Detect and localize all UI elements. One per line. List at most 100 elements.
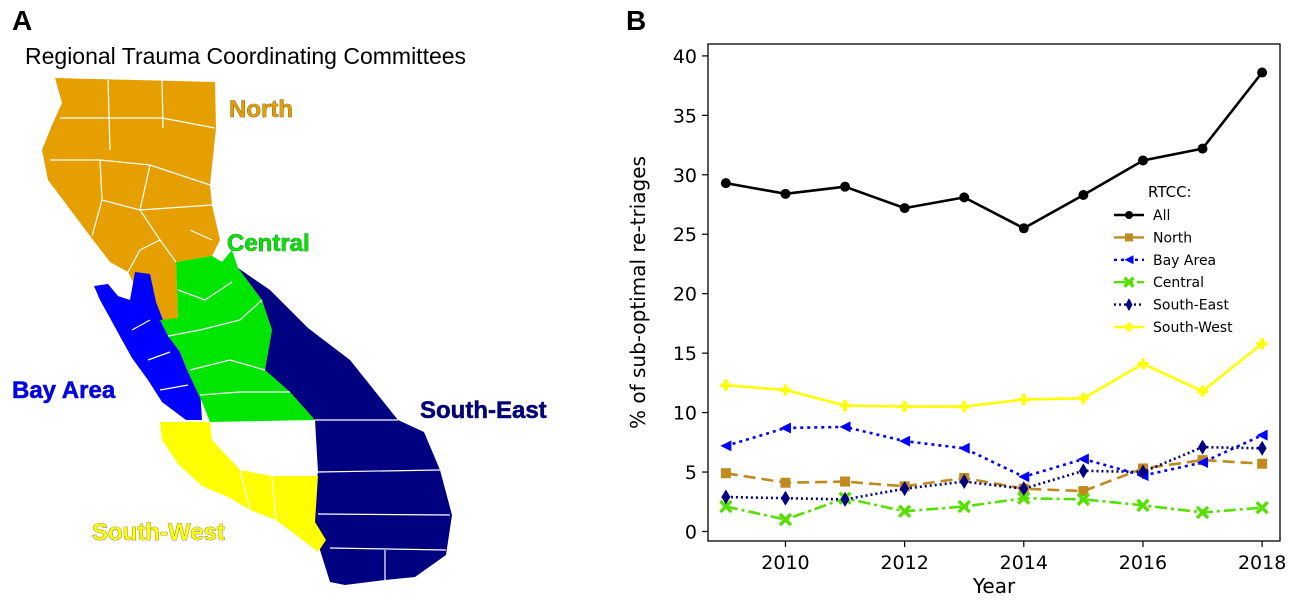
y-tick-label: 25 [673,224,697,246]
legend-marker-north [1125,233,1133,242]
data-point-central [1255,501,1269,515]
legend-title: RTCC: [1148,183,1192,201]
region-south-east [238,268,452,585]
data-point-all [899,203,910,214]
y-tick-label: 10 [673,403,697,425]
legend-entry-central: Central [1153,275,1204,291]
data-point-central [719,499,733,514]
data-point-north [840,476,851,487]
data-point-bay-area [1197,457,1209,469]
data-point-north [1078,486,1089,497]
legend-entry-north: North [1153,230,1192,246]
california-rtcc-map: A Regional Trauma Coordinating Committee… [12,5,547,585]
data-point-all [1018,223,1029,234]
y-tick-label: 35 [673,105,697,127]
data-point-central [957,499,971,514]
data-point-south-west [1018,394,1030,406]
legend-marker-central [1123,276,1135,288]
data-point-central [897,504,912,518]
data-point-north [720,468,731,479]
region-label-bay-area: Bay Area [12,377,116,404]
legend-entry-south-west: South-West [1153,320,1233,336]
data-point-south-west [899,401,911,413]
data-point-south-east [1198,439,1208,455]
series-line-bay-area [725,425,1263,479]
county-boundaries [50,79,451,580]
data-point-south-east [1019,481,1029,497]
y-tick-label: 0 [685,521,697,543]
x-axis-label: Year [972,574,1016,598]
x-tick-label: 2010 [761,552,809,574]
data-point-all [1257,67,1268,78]
data-point-north [1257,458,1268,469]
series-all [720,67,1268,234]
legend: RTCC: All North Bay Area Central South-East So… [1114,183,1233,336]
retriage-line-chart: B 2010 2012 2014 2016 2018 0 5 10 15 20 25 30 35 40 Ye… [626,5,1286,598]
series-south-west [720,338,1268,413]
data-point-bay-area [1018,471,1030,483]
legend-marker-all [1125,211,1133,219]
data-point-south-east [780,490,790,506]
data-point-south-west [1197,385,1209,397]
data-point-all [1078,190,1089,201]
region-label-north: North [229,96,293,123]
x-tick-label: 2016 [1119,552,1167,574]
x-tick-label: 2014 [1000,552,1048,574]
series-line-south-east [725,445,1263,501]
data-point-south-west [720,379,732,391]
data-point-all [840,181,851,192]
legend-marker-south-east [1125,298,1133,312]
series-line-central [725,496,1263,521]
region-label-south-east: South-East [420,397,547,424]
data-point-all [959,192,970,203]
region-north [42,78,220,330]
data-point-bay-area [779,422,791,434]
y-tick-label: 40 [673,46,697,68]
data-point-south-west [958,401,970,413]
data-point-south-east [840,491,850,507]
data-point-bay-area [839,421,851,433]
y-tick-label: 20 [673,284,697,306]
panel-b-letter: B [626,5,646,36]
data-point-central [1076,492,1091,507]
map-title: Regional Trauma Coordinating Committees [25,43,466,69]
data-point-bay-area [1077,453,1089,465]
data-point-south-east [959,474,969,490]
x-tick-label: 2012 [880,552,928,574]
region-label-south-west: South-West [92,519,225,546]
panel-a-letter: A [12,5,32,36]
data-point-south-west [1137,358,1149,370]
legend-entry-all: All [1153,208,1170,224]
region-bay-area [94,272,202,420]
data-point-bay-area [958,442,970,454]
region-central [160,250,315,422]
data-point-north [780,477,791,488]
data-point-south-east [1078,463,1088,479]
data-point-all [780,188,791,199]
data-point-central [1136,498,1150,513]
data-point-bay-area [1256,429,1268,441]
series-central [719,491,1269,527]
data-point-south-west [1077,392,1089,404]
data-point-south-west [839,399,851,411]
data-point-south-east [900,481,910,497]
data-point-south-east [1138,464,1148,480]
plot-frame [707,43,1281,542]
y-tick-label: 30 [673,165,697,187]
data-point-central [1195,505,1210,520]
data-point-bay-area [899,435,911,447]
data-point-all [1197,143,1208,154]
data-point-south-west [779,384,791,396]
legend-marker-bay-area [1124,255,1134,265]
region-label-central: Central [227,230,310,257]
y-tick-label: 5 [685,462,697,484]
legend-marker-south-west [1124,322,1134,332]
series-line-north [725,458,1263,493]
data-point-bay-area [720,440,732,452]
series-south-east [721,439,1267,507]
series-line-south-west [725,342,1263,408]
data-point-south-east [721,489,731,505]
x-tick-label: 2018 [1238,552,1286,574]
series-bay-area [720,421,1268,483]
data-point-central [778,512,793,527]
